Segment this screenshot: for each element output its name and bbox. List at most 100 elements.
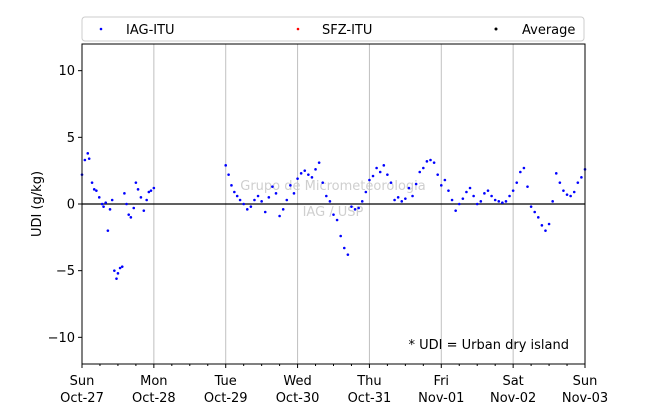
point-iag-itu: [335, 218, 339, 222]
point-iag-itu: [547, 222, 551, 226]
point-iag-itu: [87, 157, 91, 160]
point-iag-itu: [375, 166, 378, 170]
watermark: Grupo de Micrometeorologia IAG / USP: [240, 179, 426, 220]
point-iag-itu: [238, 198, 242, 202]
x-tick-date-label: Oct-29: [204, 391, 248, 406]
point-iag-itu: [465, 190, 468, 194]
point-iag-itu: [544, 229, 547, 232]
point-iag-itu: [125, 202, 128, 206]
point-iag-itu: [551, 200, 554, 203]
point-iag-itu: [529, 205, 533, 208]
point-iag-itu: [443, 178, 447, 182]
y-axis-label: UDI (g/kg): [30, 171, 45, 237]
x-tick-date-label: Oct-31: [348, 391, 392, 406]
point-iag-itu: [436, 173, 439, 176]
point-iag-itu: [457, 202, 461, 206]
x-tick-day-label: Mon: [140, 374, 167, 389]
point-iag-itu: [314, 168, 317, 171]
y-tick-label: −5: [56, 264, 75, 279]
point-iag-itu: [382, 164, 386, 167]
point-iag-itu: [303, 169, 307, 172]
point-iag-itu: [540, 224, 544, 227]
y-tick-label: 5: [67, 131, 75, 146]
x-tick-day-label: Wed: [283, 374, 311, 389]
point-iag-itu: [425, 160, 429, 163]
point-iag-itu: [120, 265, 124, 268]
point-iag-itu: [429, 158, 432, 162]
x-tick-date-label: Oct-28: [132, 391, 176, 406]
point-iag-itu: [129, 216, 133, 219]
point-iag-itu: [404, 197, 407, 200]
point-iag-itu: [289, 184, 292, 187]
point-iag-itu: [342, 246, 346, 250]
point-iag-itu: [554, 172, 558, 175]
point-iag-itu: [104, 201, 108, 204]
watermark-line-1: Grupo de Micrometeorologia: [240, 179, 426, 194]
legend-marker-iag-itu: [99, 27, 103, 31]
x-tick-day-label: Fri: [434, 374, 450, 389]
point-iag-itu: [562, 189, 565, 192]
x-axis: Sun Oct-27 Mon Oct-28 Tue Oct-29 Wed Oct-30 Thu O…: [60, 364, 608, 406]
legend-box: [81, 16, 585, 42]
point-iag-itu: [483, 192, 486, 195]
point-iag-itu: [147, 190, 151, 194]
point-iag-itu: [468, 186, 472, 190]
point-iag-itu: [281, 208, 285, 211]
point-iag-itu: [432, 161, 436, 164]
point-iag-itu: [479, 200, 483, 203]
point-iag-itu: [102, 205, 105, 208]
point-iag-itu: [127, 213, 131, 216]
point-iag-itu: [511, 189, 515, 192]
point-iag-itu: [353, 208, 357, 211]
point-iag-itu: [526, 185, 529, 188]
point-iag-itu: [501, 201, 504, 204]
point-iag-itu: [519, 170, 522, 174]
x-tick-day-label: Sun: [573, 374, 598, 389]
point-iag-itu: [285, 198, 289, 202]
watermark-line-2: IAG / USP: [303, 205, 364, 220]
point-iag-itu: [118, 266, 122, 270]
point-iag-itu: [325, 194, 328, 198]
point-iag-itu: [400, 200, 404, 203]
point-iag-itu: [360, 200, 364, 203]
point-iag-itu: [357, 206, 360, 210]
point-iag-itu: [307, 173, 310, 176]
point-iag-itu: [142, 209, 146, 212]
x-tick-day-label: Sun: [70, 374, 95, 389]
x-tick-date-label: Oct-27: [60, 391, 104, 406]
point-iag-itu: [95, 189, 98, 192]
point-iag-itu: [576, 181, 580, 184]
point-iag-itu: [533, 210, 536, 214]
point-iag-itu: [139, 196, 143, 199]
point-iag-itu: [396, 196, 400, 199]
point-iag-itu: [565, 193, 569, 196]
point-iag-itu: [267, 196, 271, 199]
point-iag-itu: [386, 173, 389, 176]
point-iag-itu: [393, 198, 396, 202]
point-iag-itu: [86, 152, 90, 155]
point-iag-itu: [242, 202, 245, 206]
point-iag-itu: [504, 200, 508, 203]
point-iag-itu: [106, 229, 110, 232]
point-iag-itu: [418, 170, 422, 174]
point-iag-itu: [299, 172, 303, 175]
point-iag-itu: [558, 181, 562, 184]
point-iag-itu: [508, 194, 511, 198]
point-iag-itu: [378, 170, 382, 174]
point-iag-itu: [116, 272, 120, 275]
point-iag-itu: [580, 176, 583, 179]
x-tick-day-label: Sat: [502, 374, 523, 389]
point-iag-itu: [260, 200, 263, 203]
point-iag-itu: [310, 176, 314, 179]
point-iag-itu: [274, 192, 278, 195]
y-axis: −10 −5 0 5 10: [48, 64, 82, 346]
point-iag-itu: [371, 174, 375, 178]
point-iag-itu: [90, 181, 94, 184]
point-iag-itu: [346, 253, 350, 256]
point-iag-itu: [100, 202, 104, 206]
point-iag-itu: [83, 158, 87, 162]
point-iag-itu: [332, 213, 335, 216]
x-tick-day-label: Tue: [214, 374, 237, 389]
point-iag-itu: [328, 200, 332, 203]
